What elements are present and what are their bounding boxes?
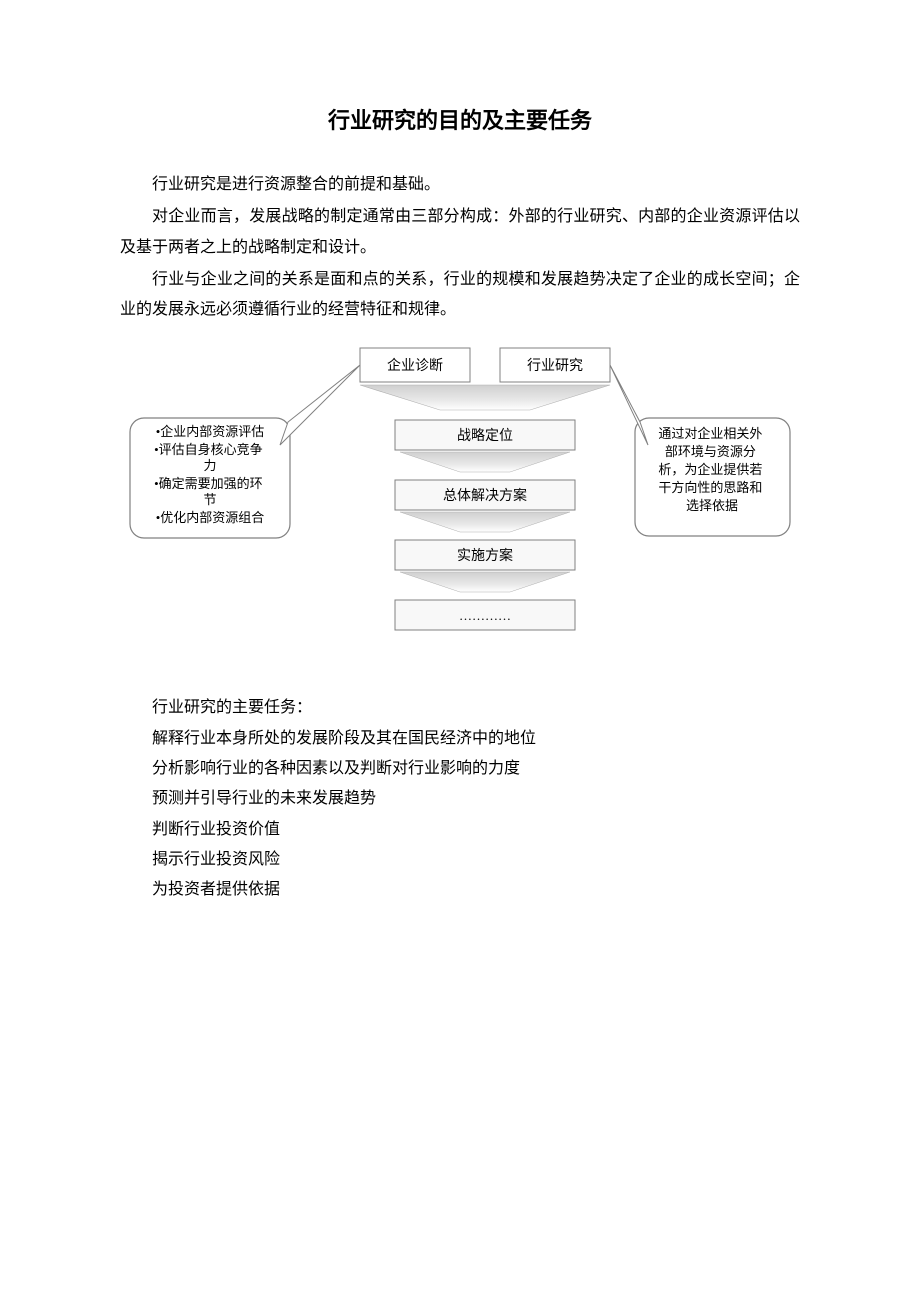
diagram-center-3-label: 实施方案: [457, 547, 513, 564]
doc-title: 行业研究的目的及主要任务: [120, 100, 800, 142]
tasks-header: 行业研究的主要任务：: [120, 693, 800, 723]
diagram-arrow-3: [400, 572, 570, 592]
paragraph-2: 对企业而言，发展战略的制定通常由三部分构成：外部的行业研究、内部的企业资源评估以…: [120, 202, 800, 263]
diagram-box-enterprise-label: 企业诊断: [387, 357, 443, 374]
diagram-left-callout: •企业内部资源评估 •评估自身核心竞争 力 •确定需要加强的环 节 •优化内部资…: [130, 365, 360, 538]
diagram-arrow-top: [360, 385, 610, 410]
task-item-1: 解释行业本身所处的发展阶段及其在国民经济中的地位: [120, 724, 800, 754]
diagram-box-industry-label: 行业研究: [527, 358, 583, 374]
task-item-4: 判断行业投资价值: [120, 815, 800, 845]
task-item-2: 分析影响行业的各种因素以及判断对行业影响的力度: [120, 754, 800, 784]
diagram-left-callout-line1: •企业内部资源评估: [156, 424, 265, 439]
diagram-arrow-1: [400, 452, 570, 472]
diagram-center-2-label: 总体解决方案: [443, 487, 527, 504]
task-item-3: 预测并引导行业的未来发展趋势: [120, 784, 800, 814]
diagram-left-callout-pointer: [280, 365, 360, 445]
diagram-center-col: 战略定位 总体解决方案 实施方案 …………: [395, 420, 575, 630]
strategy-diagram: 企业诊断 行业研究 战略定位 总体解决方案 实施方案 ………… •企业内部资源评…: [120, 340, 800, 670]
paragraph-1: 行业研究是进行资源整合的前提和基础。: [120, 170, 800, 200]
paragraph-3: 行业与企业之间的关系是面和点的关系，行业的规模和发展趋势决定了企业的成长空间；企…: [120, 265, 800, 326]
diagram-left-callout-line4: •优化内部资源组合: [156, 510, 265, 525]
diagram-center-4-label: …………: [459, 608, 511, 623]
diagram-right-callout: 通过对企业相关外 部环境与资源分 析，为企业提供若 干方向性的思路和 选择依据: [610, 365, 790, 536]
task-item-6: 为投资者提供依据: [120, 875, 800, 905]
task-item-5: 揭示行业投资风险: [120, 845, 800, 875]
diagram-center-1-label: 战略定位: [457, 428, 513, 444]
diagram-arrow-2: [400, 512, 570, 532]
diagram-right-callout-pointer: [610, 365, 648, 445]
